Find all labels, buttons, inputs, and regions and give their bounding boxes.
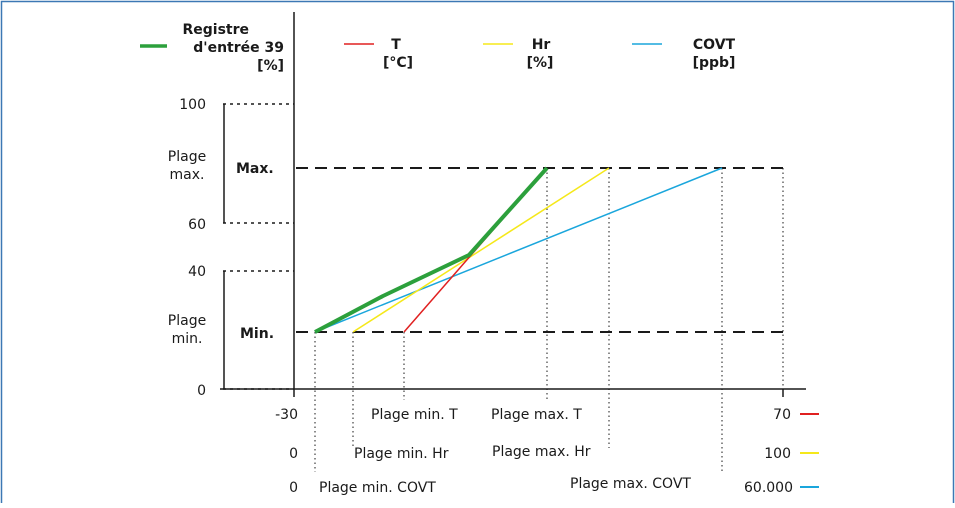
range-max-line2: max. bbox=[170, 167, 205, 183]
legend-humidity-line2: [%] bbox=[527, 55, 554, 71]
y-tick-100: 100 bbox=[179, 97, 206, 113]
legend-temperature-line2: [°C] bbox=[383, 55, 413, 71]
y-tick-0: 0 bbox=[197, 383, 206, 399]
max-level-label: Max. bbox=[236, 161, 274, 177]
x-row2-max-label: Plage max. Hr bbox=[492, 444, 591, 460]
x-row2-start: 0 bbox=[289, 446, 298, 462]
legend-register-line1: Registre bbox=[182, 22, 249, 38]
legend-covt-line2: [ppb] bbox=[693, 55, 736, 71]
y-tick-40: 40 bbox=[188, 264, 206, 280]
x-row3-max-label: Plage max. COVT bbox=[570, 476, 691, 492]
legend-register-line2: d'entrée 39 bbox=[193, 40, 284, 56]
register-output-line bbox=[314, 166, 549, 334]
range-min-line2: min. bbox=[172, 331, 203, 347]
x-row1-start: -30 bbox=[275, 407, 298, 423]
range-max-line1: Plage bbox=[168, 149, 206, 165]
range-min-line1: Plage bbox=[168, 313, 206, 329]
legend-register-line3: [%] bbox=[257, 58, 284, 74]
x-row2-min-label: Plage min. Hr bbox=[354, 446, 449, 462]
covt-line bbox=[314, 167, 723, 333]
min-level-label: Min. bbox=[240, 326, 274, 342]
legend-temperature-line1: T bbox=[391, 37, 401, 53]
x-row3-start: 0 bbox=[289, 480, 298, 496]
legend-humidity-line1: Hr bbox=[532, 37, 551, 53]
y-tick-60: 60 bbox=[188, 217, 206, 233]
x-row1-max-label: Plage max. T bbox=[491, 407, 582, 423]
x-row2-end: 100 bbox=[764, 446, 791, 462]
x-row1-min-label: Plage min. T bbox=[371, 407, 458, 423]
humidity-line bbox=[352, 167, 610, 333]
legend-covt-line1: COVT bbox=[693, 37, 736, 53]
x-row1-end: 70 bbox=[773, 407, 791, 423]
x-row3-min-label: Plage min. COVT bbox=[319, 480, 436, 496]
x-row3-end: 60.000 bbox=[744, 480, 793, 496]
